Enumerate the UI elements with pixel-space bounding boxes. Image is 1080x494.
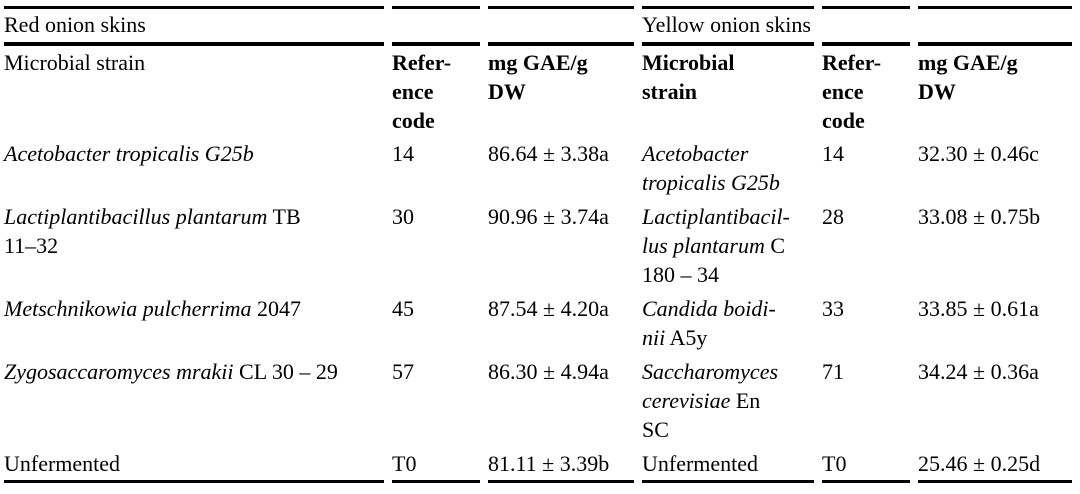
yellow-code-cell: 14: [822, 141, 844, 166]
red-code-cell: 30: [392, 204, 414, 229]
red-strain-cell: Lactiplantibacillus plantarum TB 11–32: [4, 204, 301, 258]
red-strain-cell: Acetobacter tropicalis G25b: [4, 141, 254, 166]
table-row: Lactiplantibacillus plantarum TB 11–32 30…: [4, 202, 1072, 294]
column-header-yellow-value: mg GAE/g DW: [918, 44, 1072, 139]
red-code-cell: 14: [392, 141, 414, 166]
yellow-code-cell: T0: [822, 449, 910, 483]
red-code-cell: 57: [392, 359, 414, 384]
table-row-unfermented: Unfermented T0 81.11 ± 3.39b Unfermented…: [4, 449, 1072, 483]
yellow-strain-cell: Lactiplantibacil-lus plantarum C 180 – 34: [642, 204, 790, 287]
yellow-strain-cell: Saccharomyces cerevisiae En SC: [642, 359, 779, 442]
table-row: Acetobacter tropicalis G25b 14 86.64 ± 3…: [4, 139, 1072, 202]
yellow-value-cell: 34.24 ± 0.36a: [918, 359, 1039, 384]
red-value-cell: 81.11 ± 3.39b: [488, 449, 634, 483]
table-row: Zygosaccaromyces mrakii CL 30 – 29 57 86…: [4, 357, 1072, 449]
red-code-cell: 45: [392, 296, 414, 321]
yellow-strain-cell: Unfermented: [642, 449, 814, 483]
yellow-code-cell: 71: [822, 359, 844, 384]
column-header-row: Microbial strain Refer-ence code mg GAE/g…: [4, 44, 1072, 139]
yellow-value-cell: 33.08 ± 0.75b: [918, 204, 1041, 229]
column-header-yellow-strain: Microbial strain: [642, 44, 814, 139]
phenolic-content-table: Red onion skins Yellow onion skins Micro…: [0, 6, 1080, 483]
group-header-red: Red onion skins: [4, 6, 384, 44]
red-value-cell: 90.96 ± 3.74a: [488, 204, 609, 229]
column-header-yellow-code: Refer-ence code: [822, 44, 910, 139]
yellow-strain-cell: Candida boidi-nii A5y: [642, 296, 776, 350]
yellow-code-cell: 33: [822, 296, 844, 321]
group-header-spacer: [822, 6, 910, 44]
red-strain-cell: Metschnikowia pulcherrima 2047: [4, 296, 301, 321]
red-code-cell: T0: [392, 449, 480, 483]
group-header-spacer: [488, 6, 634, 44]
yellow-value-cell: 25.46 ± 0.25d: [918, 449, 1072, 483]
yellow-value-cell: 32.30 ± 0.46c: [918, 141, 1039, 166]
red-value-cell: 86.30 ± 4.94a: [488, 359, 609, 384]
column-header-red-strain: Microbial strain: [4, 44, 384, 139]
red-strain-cell: Unfermented: [4, 449, 384, 483]
yellow-strain-cell: Acetobacter tropicalis G25b: [642, 141, 780, 195]
column-header-red-code: Refer-ence code: [392, 44, 480, 139]
yellow-code-cell: 28: [822, 204, 844, 229]
yellow-value-cell: 33.85 ± 0.61a: [918, 296, 1039, 321]
group-header-spacer: [918, 6, 1072, 44]
group-header-yellow: Yellow onion skins: [642, 6, 814, 44]
red-strain-cell: Zygosaccaromyces mrakii CL 30 – 29: [4, 359, 338, 384]
table-row: Metschnikowia pulcherrima 2047 45 87.54 …: [4, 294, 1072, 357]
column-header-red-value: mg GAE/g DW: [488, 44, 634, 139]
group-header-row: Red onion skins Yellow onion skins: [4, 6, 1072, 44]
group-header-spacer: [392, 6, 480, 44]
red-value-cell: 87.54 ± 4.20a: [488, 296, 609, 321]
red-value-cell: 86.64 ± 3.38a: [488, 141, 609, 166]
